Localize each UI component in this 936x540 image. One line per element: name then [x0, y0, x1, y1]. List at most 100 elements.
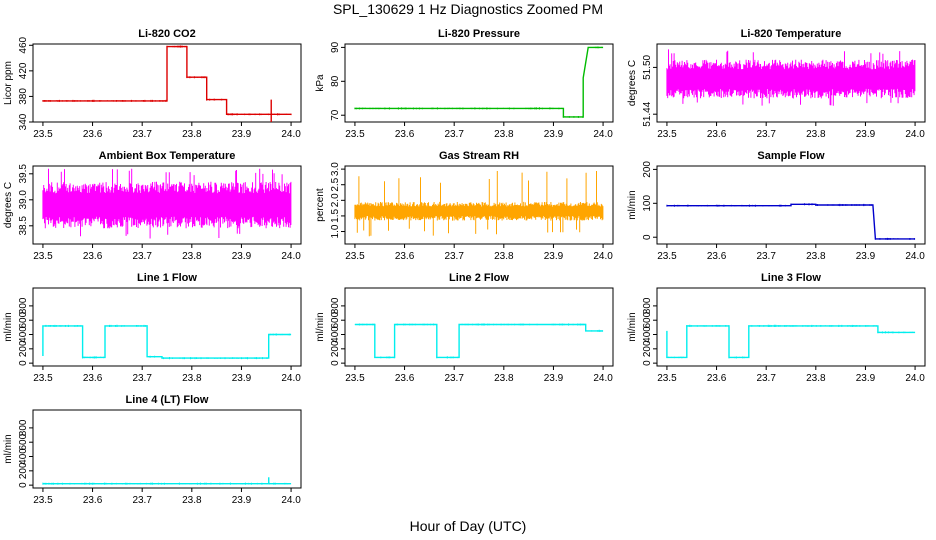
- panel-line-3-flow: Line 3 Flow 23.5 23.6 23.7 23.8 23.9 24.0 0 2004…: [627, 272, 926, 384]
- panel-line-4-lt-flow: Line 4 (LT) Flow 23.5 23.6 23.7 23.8 23.9 24.0…: [3, 394, 302, 506]
- y-axis-label: ml/min: [627, 190, 638, 219]
- x-tick-label: 23.9: [544, 129, 564, 140]
- panel-sample-flow: Sample Flow 23.5 23.6 23.7 23.8 23.9 24.0 0 100 2…: [627, 150, 926, 262]
- series-noise: [666, 203, 915, 240]
- y-tick-label: 2.5: [330, 177, 341, 191]
- y-axis-label: percent: [315, 188, 326, 222]
- plot-area: [666, 49, 916, 106]
- y-tick-label: 600: [330, 311, 341, 328]
- y-axis: 1.01.5 2.0 2.53.0 percent: [315, 162, 345, 238]
- x-tick-label: 23.6: [395, 251, 415, 262]
- x-tick-label: 23.8: [182, 495, 202, 506]
- y-tick-label: 0: [642, 234, 653, 240]
- y-tick-label: 51.44: [642, 101, 653, 126]
- series-band: [354, 171, 604, 237]
- x-tick-label: 23.9: [232, 373, 252, 384]
- plot-frame: [32, 409, 302, 489]
- y-tick-label: 1.0: [330, 224, 341, 238]
- y-tick-label: 100: [642, 195, 653, 212]
- y-axis: 38.5 39.0 39.5 degrees C: [3, 164, 33, 236]
- x-tick-label: 24.0: [281, 495, 301, 506]
- y-tick-label: 340: [18, 113, 29, 130]
- x-axis: 23.5 23.6 23.7 23.8 23.9 24.0: [345, 122, 613, 140]
- plot-area: [354, 171, 604, 237]
- plot-frame: [656, 165, 926, 245]
- y-tick-label: 420: [18, 62, 29, 79]
- y-tick-label: 200: [330, 340, 341, 357]
- x-tick-label: 23.7: [132, 373, 152, 384]
- x-tick-label: 23.9: [856, 373, 876, 384]
- x-tick-label: 23.6: [83, 373, 103, 384]
- x-tick-label: 23.7: [756, 129, 776, 140]
- x-axis: 23.5 23.6 23.7 23.8 23.9 24.0: [33, 244, 301, 262]
- x-axis: 23.5 23.6 23.7 23.8 23.9 24.0: [33, 366, 301, 384]
- y-tick-label: 38.5: [18, 216, 29, 236]
- plot-frame: [656, 287, 926, 367]
- x-tick-label: 23.9: [232, 129, 252, 140]
- x-tick-label: 23.7: [756, 373, 776, 384]
- x-tick-label: 23.5: [657, 251, 677, 262]
- x-tick-label: 23.8: [494, 129, 514, 140]
- plot-frame: [32, 165, 302, 245]
- x-tick-label: 23.8: [806, 129, 826, 140]
- y-axis-label: degrees C: [3, 182, 14, 228]
- plot-area: [354, 323, 604, 359]
- panel-title: Line 1 Flow: [137, 272, 197, 284]
- y-tick-label: 0: [642, 360, 653, 366]
- x-tick-label: 24.0: [593, 251, 613, 262]
- x-axis: 23.5 23.6 23.7 23.8 23.9 24.0: [657, 366, 925, 384]
- x-tick-label: 23.8: [494, 373, 514, 384]
- plot-frame: [32, 43, 302, 123]
- y-tick-label: 200: [642, 340, 653, 357]
- panel-title: Sample Flow: [757, 150, 825, 162]
- y-tick-label: 600: [18, 311, 29, 328]
- y-tick-label: 400: [18, 448, 29, 465]
- x-tick-label: 23.6: [83, 251, 103, 262]
- y-tick-label: 39.5: [18, 164, 29, 184]
- panel-title: Gas Stream RH: [439, 150, 519, 162]
- series-line: [42, 325, 292, 359]
- plot-area: [42, 45, 292, 122]
- y-tick-label: 80: [330, 75, 341, 87]
- y-tick-label: 0: [330, 360, 341, 366]
- y-tick-label: 460: [18, 36, 29, 53]
- x-tick-label: 24.0: [905, 373, 925, 384]
- x-axis: 23.5 23.6 23.7 23.8 23.9 24.0: [657, 122, 925, 140]
- series-band: [666, 49, 916, 106]
- y-axis: 70 80 90 kPa: [315, 41, 345, 121]
- x-tick-label: 23.6: [395, 373, 415, 384]
- panel-li-820-co2: Li-820 CO2 23.5 23.6 23.7 23.8 23.9 24.0 340 380…: [3, 28, 302, 140]
- panel-gas-stream-rh: Gas Stream RH 23.5 23.6 23.7 23.8 23.9 24.0 1.0…: [315, 150, 614, 262]
- y-axis-label: Licor ppm: [3, 61, 14, 105]
- x-tick-label: 23.8: [182, 251, 202, 262]
- x-axis: 23.5 23.6 23.7 23.8 23.9 24.0: [33, 488, 301, 506]
- y-tick-label: 90: [330, 41, 341, 53]
- x-tick-label: 23.5: [33, 373, 53, 384]
- y-tick-label: 800: [18, 419, 29, 436]
- series-noise: [42, 324, 291, 360]
- x-axis-caption: Hour of Day (UTC): [409, 518, 527, 534]
- series-line: [354, 323, 604, 359]
- plot-frame: [344, 287, 614, 367]
- series-line: [354, 46, 604, 118]
- plot-area: [42, 168, 292, 239]
- y-tick-label: 200: [642, 161, 653, 178]
- panel-title: Line 2 Flow: [449, 272, 509, 284]
- panel-line-1-flow: Line 1 Flow 23.5 23.6 23.7 23.8 23.9 24.0 0 2004…: [3, 272, 302, 384]
- panel-title: Li-820 Temperature: [741, 28, 842, 40]
- x-tick-label: 23.5: [33, 495, 53, 506]
- y-tick-label: 800: [330, 297, 341, 314]
- y-tick-label: 380: [18, 88, 29, 105]
- panel-title: Ambient Box Temperature: [99, 150, 236, 162]
- y-tick-label: 400: [330, 326, 341, 343]
- panel-li-820-pressure: Li-820 Pressure 23.5 23.6 23.7 23.8 23.9 24.0 7…: [315, 28, 614, 140]
- x-tick-label: 23.7: [132, 129, 152, 140]
- x-tick-label: 23.9: [544, 373, 564, 384]
- x-tick-label: 23.5: [345, 251, 365, 262]
- x-tick-label: 23.5: [33, 129, 53, 140]
- series-noise: [42, 45, 292, 116]
- x-tick-label: 23.5: [657, 373, 677, 384]
